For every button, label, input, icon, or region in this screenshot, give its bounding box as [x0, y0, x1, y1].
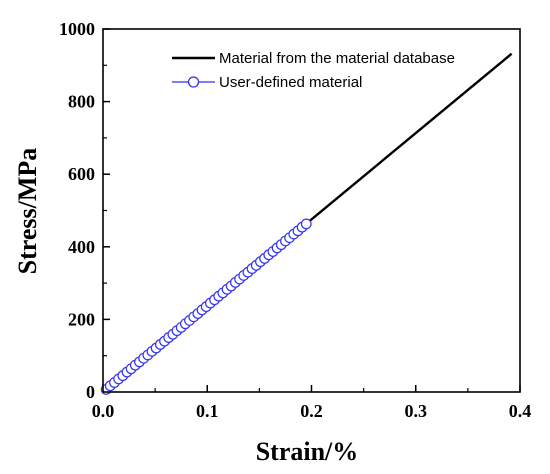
y-tick-label: 200 — [68, 309, 95, 329]
x-axis-title: Strain/% — [256, 437, 359, 466]
legend: Material from the material database User… — [172, 50, 455, 91]
y-axis-title: Stress/MPa — [13, 148, 42, 275]
data-point-user-defined — [300, 218, 312, 230]
series-layer — [100, 52, 513, 395]
x-tick-label: 0.0 — [92, 401, 115, 421]
y-tick-label: 600 — [68, 164, 95, 184]
legend-label-database: Material from the material database — [219, 50, 455, 67]
legend-label-user-defined: User-defined material — [219, 74, 362, 91]
x-tick-label: 0.2 — [300, 401, 323, 421]
y-tick-label: 800 — [68, 92, 95, 112]
legend-marker-user-defined — [187, 76, 200, 88]
tick-labels: 0.0 0.1 0.2 0.3 0.4 0 200 400 600 800 1000 — [59, 19, 531, 421]
x-tick-label: 0.1 — [196, 401, 219, 421]
y-tick-label: 1000 — [59, 19, 95, 39]
x-tick-label: 0.4 — [509, 401, 532, 421]
y-tick-label: 400 — [68, 237, 95, 257]
x-tick-label: 0.3 — [405, 401, 428, 421]
plot-frame — [102, 28, 521, 393]
y-tick-label: 0 — [86, 382, 95, 402]
